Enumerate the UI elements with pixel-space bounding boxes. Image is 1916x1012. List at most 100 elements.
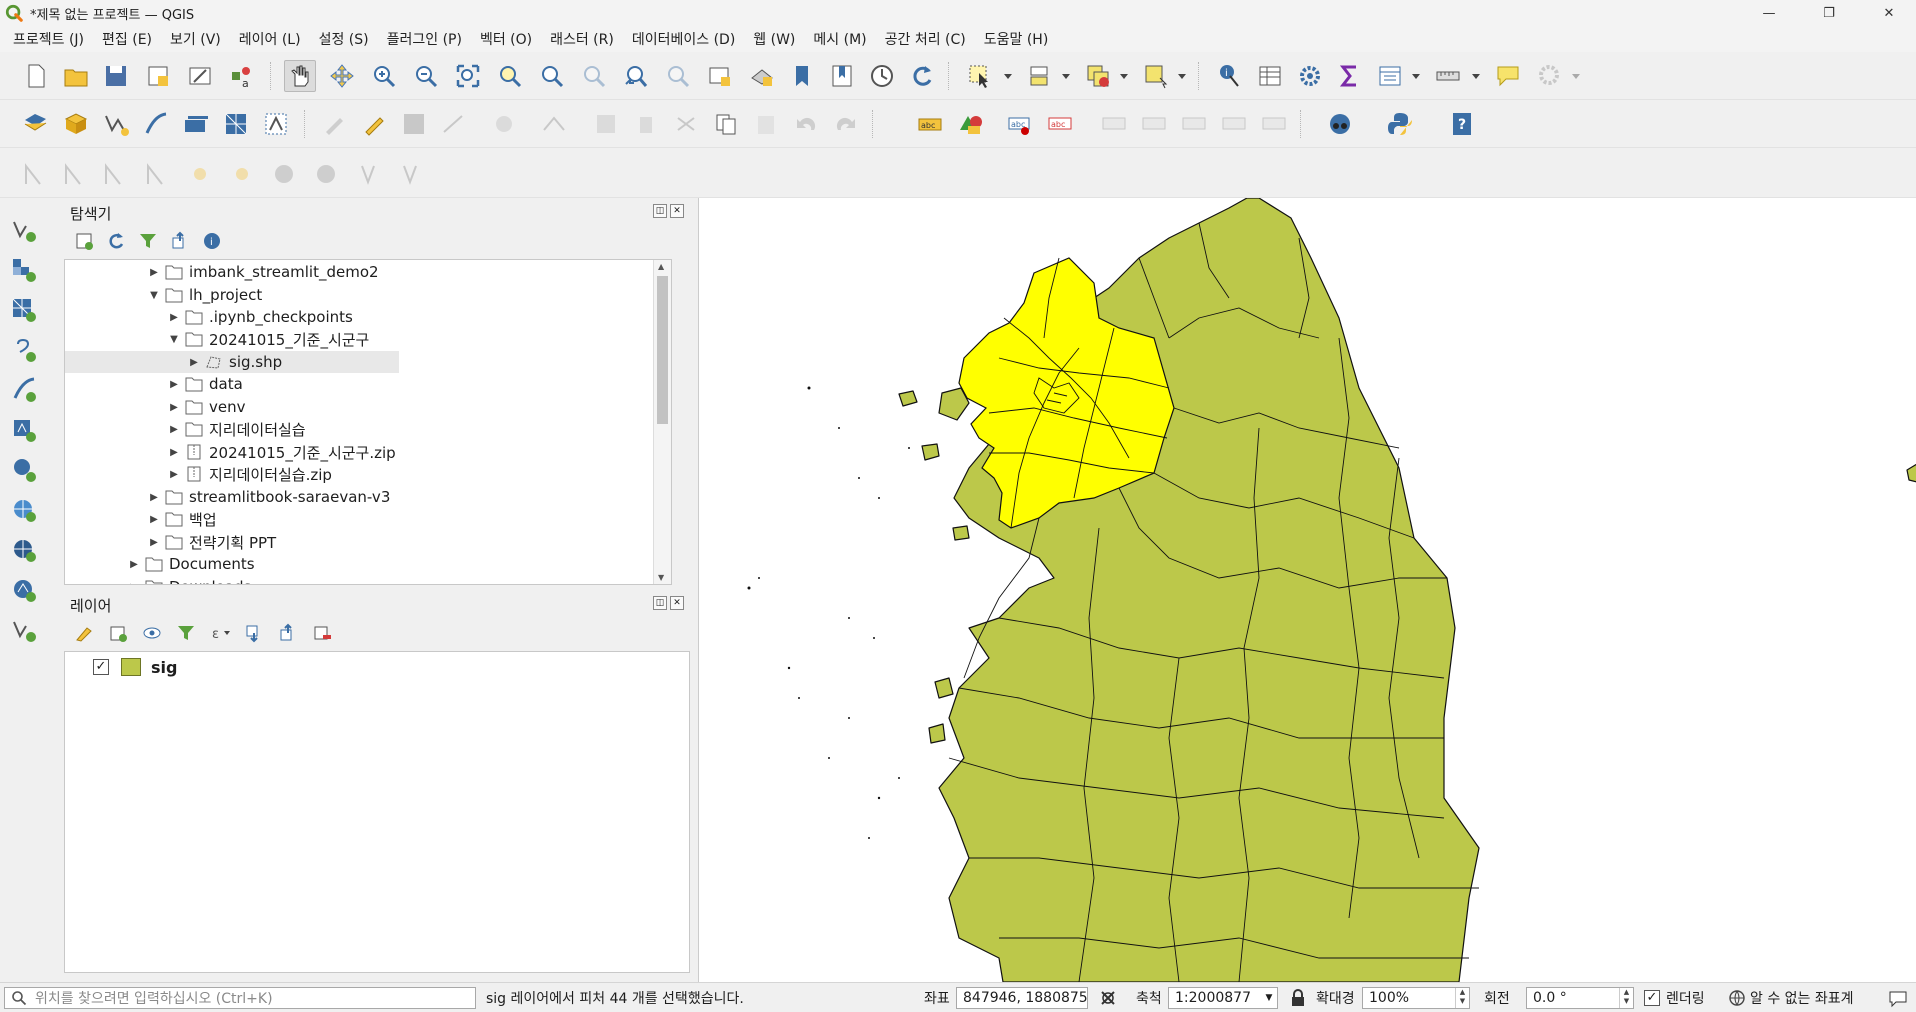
menu-project[interactable]: 프로젝트 (J) — [13, 32, 85, 48]
expand-all-icon[interactable] — [242, 621, 266, 645]
tree-item-backup[interactable]: ▶ 백업 — [147, 508, 216, 530]
tree-item-lh-project[interactable]: ▼ lh_project — [147, 284, 262, 306]
add-vector-layer-icon[interactable] — [8, 214, 40, 246]
tree-item-documents[interactable]: ▶ Documents — [127, 553, 254, 575]
layer-item-sig[interactable]: ✓ sig — [93, 656, 177, 678]
coastal-island-polygon[interactable] — [928, 723, 946, 744]
add-wcs-icon[interactable] — [8, 574, 40, 606]
zoom-in-icon[interactable] — [368, 60, 400, 92]
add-selected-layers-icon[interactable] — [72, 229, 96, 253]
tree-item-streamlitbook[interactable]: ▶ streamlitbook-saraevan-v3 — [147, 486, 390, 508]
map-tips-icon[interactable] — [1492, 60, 1524, 92]
layer-visibility-checkbox[interactable]: ✓ — [93, 659, 109, 675]
globe-icon-2[interactable] — [310, 158, 342, 190]
new-project-button[interactable] — [20, 60, 52, 92]
toggle-extents-icon[interactable] — [1098, 987, 1118, 1009]
crs-button[interactable]: 알 수 없는 좌표계 — [1728, 987, 1854, 1009]
python-console-icon[interactable] — [1384, 108, 1416, 140]
globe-icon-1[interactable] — [268, 158, 300, 190]
browser-scroll-thumb[interactable] — [657, 276, 668, 424]
zoom-to-layer-icon[interactable] — [536, 60, 568, 92]
paste-features-icon[interactable] — [750, 108, 782, 140]
messages-icon[interactable] — [1888, 987, 1908, 1009]
spin-arrows-icon[interactable]: ▲ ▼ — [1455, 988, 1469, 1008]
maximize-button[interactable]: ❐ — [1823, 5, 1835, 21]
new-shapefile-icon[interactable] — [100, 108, 132, 140]
temporal-controller-icon[interactable] — [866, 60, 898, 92]
add-delimited-text-icon[interactable] — [8, 334, 40, 366]
add-mesh-layer-icon[interactable] — [8, 294, 40, 326]
highlight-pinned-labels-icon[interactable]: abc — [1044, 108, 1076, 140]
coastal-island-polygon[interactable] — [921, 443, 940, 461]
toggle-editing-icon[interactable] — [358, 108, 390, 140]
undo-icon[interactable] — [790, 108, 822, 140]
filter-legend-icon[interactable] — [174, 621, 198, 645]
new-bookmark-icon[interactable] — [786, 60, 818, 92]
spin-arrows-icon[interactable]: ▲ ▼ — [1619, 988, 1633, 1008]
statistics-icon[interactable] — [1334, 60, 1366, 92]
tree-item-sig-zip[interactable]: ▶ 20241015_기준_시군구.zip — [167, 441, 396, 463]
pin-labels-icon[interactable] — [1098, 108, 1130, 140]
add-postgis-icon[interactable] — [8, 454, 40, 486]
rotate-label-icon[interactable] — [1218, 108, 1250, 140]
expand-arrow-icon[interactable]: ▶ — [150, 536, 158, 548]
layer-diagram-icon[interactable]: abc — [1004, 108, 1036, 140]
rotation-spinbox[interactable]: 0.0 ° ▲ ▼ — [1526, 987, 1634, 1009]
add-spatialite-icon[interactable] — [8, 374, 40, 406]
vertex-tool-icon[interactable] — [538, 108, 570, 140]
zoom-to-selection-icon[interactable] — [494, 60, 526, 92]
identify-features-icon[interactable]: i — [1214, 60, 1246, 92]
expand-arrow-icon[interactable]: ▶ — [150, 266, 158, 278]
remove-layer-icon[interactable] — [310, 621, 334, 645]
add-wfs-icon[interactable] — [8, 534, 40, 566]
tree-item-ipynb[interactable]: ▶ .ipynb_checkpoints — [167, 306, 353, 328]
tree-item-sig-folder[interactable]: ▼ 20241015_기준_시군구 — [167, 328, 369, 350]
cut-features-icon[interactable] — [670, 108, 702, 140]
add-vector-tile-icon[interactable] — [8, 614, 40, 646]
expand-arrow-icon[interactable]: ▶ — [170, 446, 178, 458]
add-wms-icon[interactable] — [8, 494, 40, 526]
current-edits-icon[interactable] — [318, 108, 350, 140]
settings-icon[interactable] — [1534, 60, 1566, 92]
measure-icon[interactable] — [1432, 60, 1464, 92]
tree-item-imbank[interactable]: ▶ imbank_streamlit_demo2 — [147, 261, 378, 283]
expand-arrow-icon[interactable]: ▶ — [170, 468, 178, 480]
select-by-location-icon[interactable] — [1140, 60, 1172, 92]
ganghwa-island-polygon[interactable] — [938, 387, 970, 421]
copy-features-icon[interactable] — [710, 108, 742, 140]
tree-item-geodata-zip[interactable]: ▶ 지리데이터실습.zip — [167, 463, 332, 485]
magnifier-spinbox[interactable]: 100% ▲ ▼ — [1362, 987, 1470, 1009]
adv-digitize-icon-1[interactable] — [18, 158, 50, 190]
east-edge-island-polygon[interactable] — [1906, 463, 1916, 483]
browser-scrollbar[interactable]: ▲ ▼ — [653, 260, 671, 584]
new-spatialite-icon[interactable] — [140, 108, 172, 140]
zoom-out-icon[interactable] — [410, 60, 442, 92]
expand-arrow-icon[interactable]: ▶ — [170, 311, 178, 323]
change-label-icon[interactable] — [1258, 108, 1290, 140]
add-group-icon[interactable] — [106, 621, 130, 645]
expand-arrow-icon[interactable]: ▶ — [170, 378, 178, 390]
layout-manager-button[interactable] — [184, 60, 216, 92]
menu-edit[interactable]: 편집 (E) — [102, 32, 153, 48]
move-label-icon[interactable] — [1178, 108, 1210, 140]
digitize-icon[interactable] — [438, 108, 470, 140]
filter-browser-icon[interactable] — [136, 229, 160, 253]
menu-plugins[interactable]: 플러그인 (P) — [386, 32, 462, 48]
pan-to-selection-icon[interactable] — [326, 60, 358, 92]
properties-icon[interactable]: i — [200, 229, 224, 253]
open-project-button[interactable] — [60, 60, 92, 92]
browser-float-button[interactable]: ◫ — [653, 204, 667, 218]
adv-digitize-icon-2[interactable] — [58, 158, 90, 190]
expand-arrow-icon[interactable]: ▶ — [170, 401, 178, 413]
menu-raster[interactable]: 래스터 (R) — [550, 32, 614, 48]
collapse-all-layers-icon[interactable] — [276, 621, 300, 645]
label-toolbar-icon[interactable]: abc — [914, 108, 946, 140]
browser-close-button[interactable]: ✕ — [670, 204, 684, 218]
coastal-island-polygon[interactable] — [952, 525, 970, 541]
manage-visibility-icon[interactable] — [140, 621, 164, 645]
layer-styling-icon[interactable] — [72, 621, 96, 645]
vertex-icon-1[interactable] — [352, 158, 384, 190]
expand-arrow-icon[interactable]: ▶ — [130, 558, 138, 570]
tree-item-downloads[interactable]: ▶ Downloads — [127, 576, 251, 584]
refresh-icon[interactable] — [906, 60, 938, 92]
